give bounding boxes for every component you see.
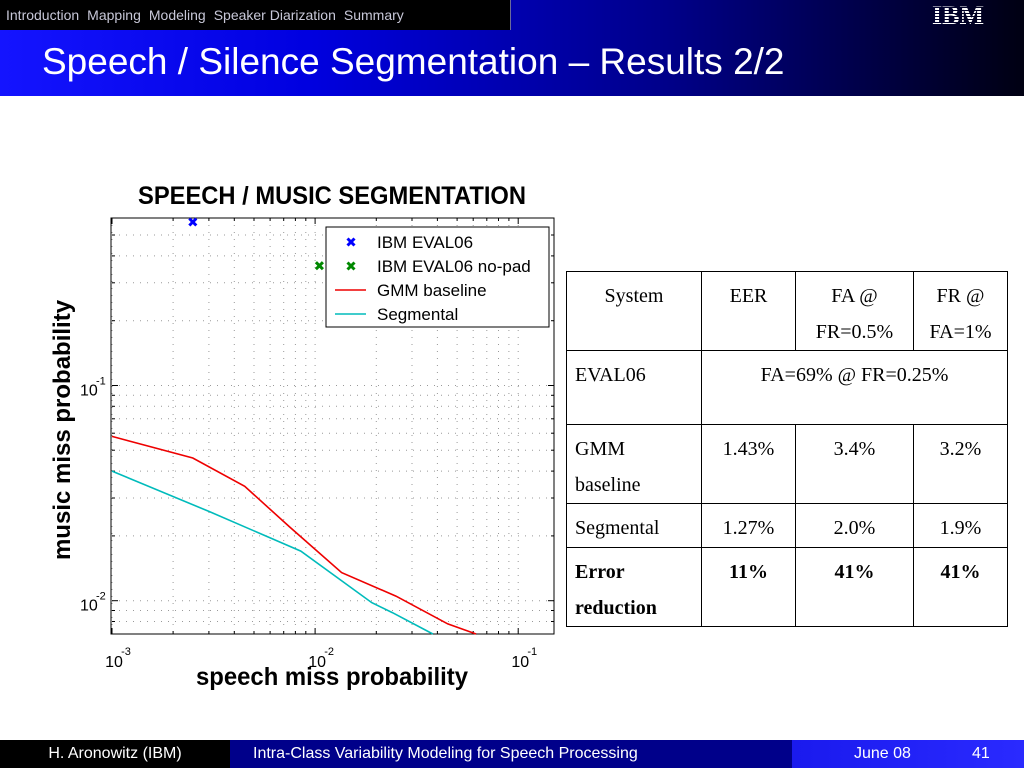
cell-fa: 3.4% bbox=[795, 424, 914, 504]
nav-item-speaker-diarization[interactable]: Speaker Diarization bbox=[213, 7, 336, 23]
chart-legend: IBM EVAL06 IBM EVAL06 no-pad GMM baseline S… bbox=[325, 226, 550, 328]
x-tick-label: 10 bbox=[308, 654, 326, 671]
footer-talk-title: Intra-Class Variability Modeling for Spe… bbox=[230, 740, 792, 768]
nav-item-modeling[interactable]: Modeling bbox=[148, 7, 206, 23]
legend-marker-0 bbox=[346, 237, 356, 247]
x-tick-label: 10 bbox=[511, 654, 529, 671]
table-row-error-reduction: Error reduction 11% 41% 41% bbox=[566, 547, 1008, 627]
x-tick-label-exponent: -2 bbox=[324, 646, 334, 658]
x-tick-label-exponent: -3 bbox=[121, 646, 131, 658]
series-marker-1 bbox=[314, 261, 324, 271]
header-fa: FA @ FR=0.5% bbox=[795, 271, 914, 351]
y-tick-label: 10 bbox=[80, 598, 98, 615]
y-tick-label-exponent: -1 bbox=[96, 375, 106, 387]
legend-marker-1 bbox=[346, 261, 356, 271]
marker-stroke bbox=[314, 261, 324, 271]
table-row-gmm: GMM baseline 1.43% 3.4% 3.2% bbox=[566, 424, 1008, 504]
legend-label-2: GMM baseline bbox=[377, 281, 487, 300]
footer-author: H. Aronowitz (IBM) bbox=[0, 740, 230, 768]
cell-system: GMM baseline bbox=[566, 424, 702, 504]
cell-fa: 2.0% bbox=[795, 503, 914, 548]
series-line-3 bbox=[111, 470, 434, 635]
y-tick-label-exponent: -2 bbox=[96, 591, 106, 603]
y-tick-labels: 10-110-2 bbox=[80, 375, 106, 614]
header-system: System bbox=[566, 271, 702, 351]
marker-stroke bbox=[346, 237, 356, 247]
x-axis-label: speech miss probability bbox=[196, 663, 468, 691]
axis-ticks bbox=[111, 218, 554, 635]
cell-eer: 1.43% bbox=[701, 424, 796, 504]
legend-label-0: IBM EVAL06 bbox=[377, 233, 473, 252]
x-tick-label: 10 bbox=[105, 654, 123, 671]
slide-title: Speech / Silence Segmentation – Results … bbox=[42, 41, 785, 82]
marker-stroke bbox=[346, 261, 356, 271]
section-nav: Introduction Mapping Modeling Speaker Di… bbox=[0, 0, 511, 30]
table-row-segmental: Segmental 1.27% 2.0% 1.9% bbox=[566, 503, 1008, 548]
cell-system: Error reduction bbox=[566, 547, 702, 627]
cell-eer: 11% bbox=[701, 547, 796, 627]
title-band: Introduction Mapping Modeling Speaker Di… bbox=[0, 0, 1024, 96]
results-table: System EER FA @ FR=0.5% FR @ FA=1% EVAL0… bbox=[566, 271, 1008, 627]
cell-fa: 41% bbox=[795, 547, 914, 627]
header-eer: EER bbox=[701, 271, 796, 351]
plot-frame bbox=[110, 217, 555, 635]
cell-fr: 41% bbox=[913, 547, 1008, 627]
cell-fr: 1.9% bbox=[913, 503, 1008, 548]
footer-date: June 08 bbox=[854, 745, 911, 762]
legend-label-1: IBM EVAL06 no-pad bbox=[377, 257, 531, 276]
page-number: 41 bbox=[972, 745, 990, 762]
nav-item-introduction[interactable]: Introduction bbox=[6, 7, 80, 23]
x-tick-label-exponent: -1 bbox=[527, 646, 537, 658]
legend-box bbox=[325, 226, 550, 328]
series-layer bbox=[111, 217, 477, 635]
header-fr: FR @ FA=1% bbox=[913, 271, 1008, 351]
cell-system: EVAL06 bbox=[566, 350, 702, 425]
chart-title: SPEECH / MUSIC SEGMENTATION bbox=[138, 182, 526, 210]
legend-label-3: Segmental bbox=[377, 305, 458, 324]
table-header-row: System EER FA @ FR=0.5% FR @ FA=1% bbox=[566, 271, 1008, 351]
table-row-eval06: EVAL06 FA=69% @ FR=0.25% bbox=[566, 350, 1008, 425]
footer-right: June 08 41 bbox=[792, 740, 1024, 768]
y-axis-label: music miss probability bbox=[49, 299, 76, 560]
segmentation-chart: SPEECH / MUSIC SEGMENTATION 10-310-210-1… bbox=[49, 182, 555, 691]
ibm-logo-text: IBM bbox=[932, 2, 984, 27]
series-line-2 bbox=[111, 435, 477, 635]
series-marker-0 bbox=[188, 217, 198, 227]
y-tick-label: 10 bbox=[80, 382, 98, 399]
ibm-logo: IBM bbox=[932, 2, 984, 27]
marker-stroke bbox=[188, 217, 198, 227]
cell-fr: 3.2% bbox=[913, 424, 1008, 504]
footer: H. Aronowitz (IBM) Intra-Class Variabili… bbox=[0, 740, 1024, 768]
nav-item-summary[interactable]: Summary bbox=[343, 7, 404, 23]
cell-eval06-result: FA=69% @ FR=0.25% bbox=[701, 350, 1008, 425]
x-tick-labels: 10-310-210-1 bbox=[105, 646, 537, 671]
nav-item-mapping[interactable]: Mapping bbox=[87, 7, 141, 23]
cell-system: Segmental bbox=[566, 503, 702, 548]
cell-eer: 1.27% bbox=[701, 503, 796, 548]
